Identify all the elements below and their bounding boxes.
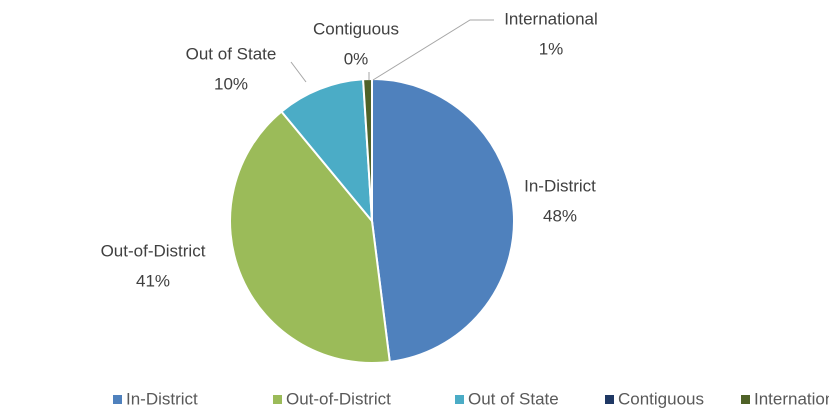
data-label-name: Out-of-District: [101, 241, 206, 260]
data-label-name: In-District: [524, 176, 596, 195]
legend-label: Out-of-District: [286, 389, 391, 408]
legend-label: In-District: [126, 389, 198, 408]
data-label-name: Out of State: [186, 44, 277, 63]
pie-slice: [371, 77, 515, 363]
legend-label: International: [754, 389, 829, 408]
leader-line: [290, 61, 307, 83]
data-label-value: 1%: [539, 39, 564, 58]
pie-slice: [362, 77, 373, 222]
leader-line: [372, 19, 494, 81]
data-labels: In-District 48% Out-of-District 41% Out of S…: [101, 9, 598, 290]
data-label-name: Contiguous: [313, 19, 399, 38]
legend-swatch: [455, 395, 464, 404]
legend-swatch: [113, 395, 122, 404]
legend-swatch: [605, 395, 614, 404]
legend-swatch: [741, 395, 750, 404]
legend: In-District Out-of-District Out of State Co…: [113, 389, 829, 408]
data-label-value: 48%: [543, 206, 577, 225]
legend-swatch: [273, 395, 282, 404]
pie-slice: [280, 78, 374, 225]
data-label-name: International: [504, 9, 598, 28]
pie-slice: [229, 110, 391, 364]
pie: [229, 77, 515, 364]
data-label-value: 10%: [214, 74, 248, 93]
legend-label: Out of State: [468, 389, 559, 408]
legend-label: Contiguous: [618, 389, 704, 408]
data-label-value: 41%: [136, 271, 170, 290]
data-label-value: 0%: [344, 49, 369, 68]
